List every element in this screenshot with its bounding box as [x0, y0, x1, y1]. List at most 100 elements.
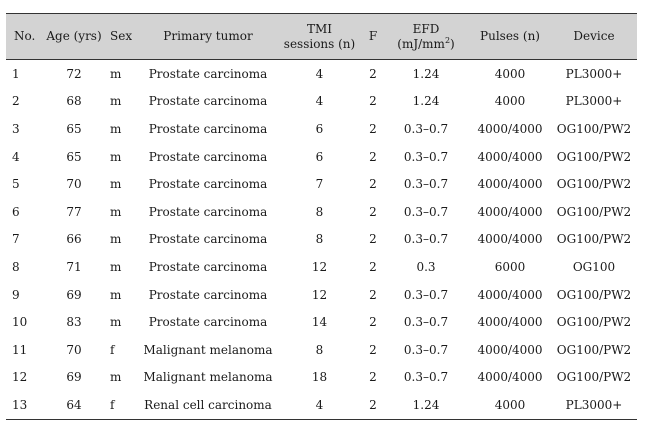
cell-efd: 0.3–0.7 — [403, 149, 449, 164]
cell-f: 2 — [369, 259, 377, 274]
cell-pulses: 4000/4000 — [477, 342, 543, 357]
cell-pulses: 6000 — [494, 259, 526, 274]
cell-pulses: 4000/4000 — [477, 177, 543, 192]
cell-no: 2 — [12, 94, 20, 109]
cell-age: 64 — [43, 391, 105, 420]
cell-device: OG100/PW2 — [556, 204, 632, 219]
header-sex: Sex — [105, 13, 140, 60]
cell-pulses: 4000/4000 — [477, 287, 543, 302]
table-row: 2 68 m Prostate carcinoma 4 2 1.24 4000 PL3000+ — [6, 88, 637, 116]
cell-sex: m — [110, 370, 122, 385]
table-row: 6 77 m Prostate carcinoma 8 2 0.3–0.7 4000/4000… — [6, 198, 637, 226]
cell-age: 70 — [66, 342, 82, 357]
cell-tumor: Prostate carcinoma — [148, 315, 268, 330]
header-tmi-sessions: TMI sessions (n) — [276, 13, 363, 60]
cell-f: 2 — [369, 315, 377, 330]
header-efd-suffix: ) — [450, 36, 455, 51]
cell-no: 3 — [12, 121, 20, 136]
cell-device: PL3000+ — [565, 66, 623, 81]
cell-pulses: 4000/4000 — [477, 204, 543, 219]
cell-efd: 0.3–0.7 — [403, 315, 449, 330]
cell-no: 10 — [12, 315, 28, 330]
cell-device: OG100/PW2 — [556, 232, 632, 247]
header-row: No. Age (yrs) Sex Primary tumor TMI sess… — [6, 13, 637, 60]
cell-efd: 0.3 — [416, 259, 436, 274]
cell-device: OG100/PW2 — [556, 287, 632, 302]
cell-sex: m — [110, 121, 122, 136]
table-row: 3 65 m Prostate carcinoma 6 2 0.3–0.7 4000/4000… — [6, 115, 637, 143]
cell-pulses: 4000/4000 — [477, 315, 543, 330]
cell-tmi: 6 — [315, 121, 324, 136]
cell-tumor: Prostate carcinoma — [148, 66, 268, 81]
cell-tumor: Prostate carcinoma — [148, 204, 268, 219]
table-row: 10 83 m Prostate carcinoma 14 2 0.3–0.7 4000/40… — [6, 308, 637, 336]
cell-f: 2 — [363, 391, 383, 420]
cell-age: 70 — [66, 177, 82, 192]
cell-age: 72 — [66, 66, 82, 81]
cell-age: 77 — [66, 204, 82, 219]
cell-tmi: 4 — [276, 391, 363, 420]
cell-efd: 1.24 — [383, 391, 469, 420]
cell-device: PL3000+ — [551, 391, 637, 420]
cell-tumor: Prostate carcinoma — [148, 121, 268, 136]
table-row: 12 69 m Malignant melanoma 18 2 0.3–0.7 4000/40… — [6, 364, 637, 392]
cell-tumor: Malignant melanoma — [143, 342, 273, 357]
table-body: 1 72 m Prostate carcinoma 4 2 1.24 4000 PL3000+ 2… — [6, 60, 637, 420]
table-row: 7 66 m Prostate carcinoma 8 2 0.3–0.7 4000/4000… — [6, 226, 637, 254]
cell-device: OG100/PW2 — [556, 370, 632, 385]
cell-efd: 0.3–0.7 — [403, 177, 449, 192]
table-row: 1 72 m Prostate carcinoma 4 2 1.24 4000 PL3000+ — [6, 60, 637, 88]
cell-device: OG100/PW2 — [556, 177, 632, 192]
cell-age: 71 — [66, 259, 82, 274]
header-efd-prefix: EFD (mJ/mm — [397, 21, 445, 51]
patient-treatment-table: No. Age (yrs) Sex Primary tumor TMI sess… — [6, 13, 637, 420]
cell-f: 2 — [369, 232, 377, 247]
cell-pulses: 4000 — [469, 391, 551, 420]
cell-f: 2 — [369, 149, 377, 164]
cell-efd: 0.3–0.7 — [403, 204, 449, 219]
cell-pulses: 4000/4000 — [477, 121, 543, 136]
cell-pulses: 4000/4000 — [477, 149, 543, 164]
cell-tmi: 4 — [315, 66, 324, 81]
cell-sex: m — [110, 232, 122, 247]
cell-sex: f — [110, 342, 115, 357]
cell-tmi: 6 — [315, 149, 324, 164]
cell-device: OG100/PW2 — [556, 121, 632, 136]
cell-f: 2 — [369, 66, 377, 81]
cell-efd: 0.3–0.7 — [403, 342, 449, 357]
cell-efd: 1.24 — [412, 66, 440, 81]
table-header: No. Age (yrs) Sex Primary tumor TMI sess… — [6, 13, 637, 60]
cell-tmi: 8 — [315, 204, 324, 219]
header-primary-tumor: Primary tumor — [140, 13, 276, 60]
cell-no: 7 — [12, 232, 20, 247]
cell-device: PL3000+ — [565, 94, 623, 109]
cell-tmi: 18 — [311, 370, 328, 385]
cell-sex: m — [110, 94, 122, 109]
cell-f: 2 — [369, 342, 377, 357]
cell-device: OG100 — [572, 259, 616, 274]
cell-age: 68 — [66, 94, 82, 109]
cell-tmi: 12 — [311, 259, 328, 274]
cell-efd: 0.3–0.7 — [403, 370, 449, 385]
cell-device: OG100/PW2 — [556, 315, 632, 330]
cell-no: 4 — [12, 149, 20, 164]
cell-no: 8 — [12, 259, 20, 274]
cell-f: 2 — [369, 204, 377, 219]
cell-age: 69 — [66, 370, 82, 385]
cell-efd: 0.3–0.7 — [403, 232, 449, 247]
cell-tumor: Prostate carcinoma — [148, 259, 268, 274]
cell-tumor: Prostate carcinoma — [148, 177, 268, 192]
cell-tumor: Prostate carcinoma — [148, 94, 268, 109]
header-age: Age (yrs) — [43, 13, 105, 60]
cell-tumor: Malignant melanoma — [143, 370, 273, 385]
cell-pulses: 4000 — [494, 66, 526, 81]
cell-tumor: Prostate carcinoma — [148, 232, 268, 247]
cell-tmi: 14 — [311, 315, 328, 330]
cell-age: 83 — [66, 315, 82, 330]
cell-sex: m — [110, 66, 122, 81]
cell-device: OG100/PW2 — [556, 342, 632, 357]
header-pulses: Pulses (n) — [469, 13, 551, 60]
cell-no: 5 — [12, 177, 20, 192]
table-row: 13 64 f Renal cell carcinoma 4 2 1.24 4000 PL300… — [6, 391, 637, 420]
